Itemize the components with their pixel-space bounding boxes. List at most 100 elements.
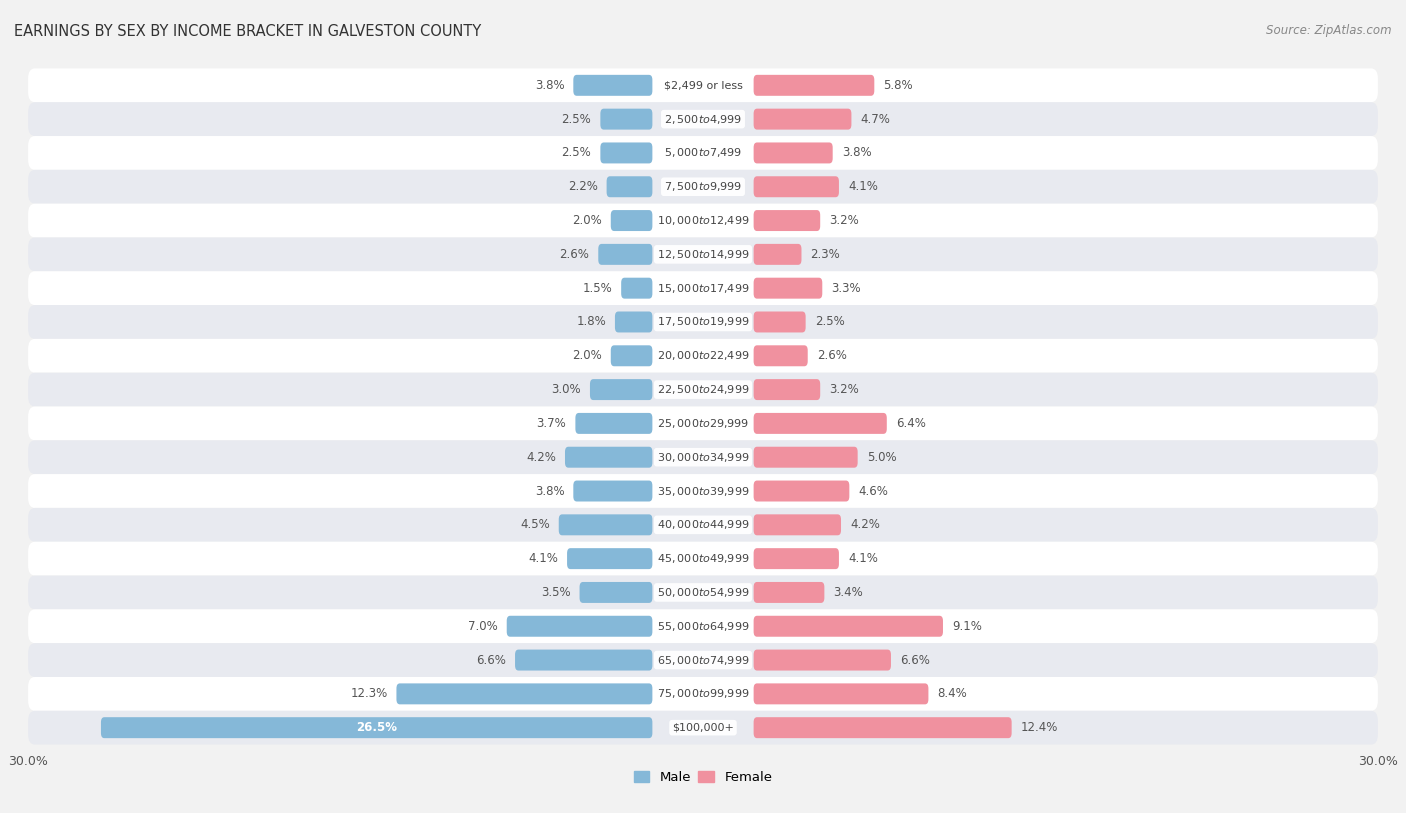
FancyBboxPatch shape: [754, 75, 875, 96]
FancyBboxPatch shape: [28, 576, 1378, 610]
Legend: Male, Female: Male, Female: [628, 766, 778, 789]
Text: $15,000 to $17,499: $15,000 to $17,499: [657, 281, 749, 294]
FancyBboxPatch shape: [28, 203, 1378, 237]
Text: $40,000 to $44,999: $40,000 to $44,999: [657, 519, 749, 532]
FancyBboxPatch shape: [28, 541, 1378, 576]
FancyBboxPatch shape: [754, 480, 849, 502]
Text: 2.5%: 2.5%: [561, 146, 592, 159]
Text: 2.0%: 2.0%: [572, 350, 602, 363]
Text: $100,000+: $100,000+: [672, 723, 734, 733]
Text: 2.6%: 2.6%: [560, 248, 589, 261]
FancyBboxPatch shape: [28, 237, 1378, 272]
FancyBboxPatch shape: [28, 136, 1378, 170]
Text: 26.5%: 26.5%: [356, 721, 396, 734]
Text: 6.6%: 6.6%: [477, 654, 506, 667]
Text: 4.2%: 4.2%: [526, 450, 555, 463]
FancyBboxPatch shape: [101, 717, 652, 738]
Text: 4.5%: 4.5%: [520, 519, 550, 532]
FancyBboxPatch shape: [754, 717, 1012, 738]
FancyBboxPatch shape: [754, 684, 928, 704]
FancyBboxPatch shape: [565, 446, 652, 467]
Text: $22,500 to $24,999: $22,500 to $24,999: [657, 383, 749, 396]
FancyBboxPatch shape: [28, 441, 1378, 474]
Text: 2.3%: 2.3%: [810, 248, 841, 261]
FancyBboxPatch shape: [754, 615, 943, 637]
FancyBboxPatch shape: [28, 102, 1378, 136]
Text: $20,000 to $22,499: $20,000 to $22,499: [657, 350, 749, 363]
FancyBboxPatch shape: [754, 650, 891, 671]
FancyBboxPatch shape: [754, 582, 824, 603]
Text: 7.0%: 7.0%: [468, 620, 498, 633]
FancyBboxPatch shape: [396, 684, 652, 704]
Text: $30,000 to $34,999: $30,000 to $34,999: [657, 450, 749, 463]
FancyBboxPatch shape: [28, 643, 1378, 677]
Text: 2.5%: 2.5%: [561, 113, 592, 126]
Text: 9.1%: 9.1%: [952, 620, 981, 633]
Text: 12.3%: 12.3%: [350, 687, 388, 700]
FancyBboxPatch shape: [28, 474, 1378, 508]
FancyBboxPatch shape: [754, 244, 801, 265]
FancyBboxPatch shape: [754, 176, 839, 198]
Text: 8.4%: 8.4%: [938, 687, 967, 700]
FancyBboxPatch shape: [600, 142, 652, 163]
Text: 3.7%: 3.7%: [537, 417, 567, 430]
FancyBboxPatch shape: [754, 346, 807, 367]
Text: $25,000 to $29,999: $25,000 to $29,999: [657, 417, 749, 430]
Text: 4.7%: 4.7%: [860, 113, 890, 126]
Text: 2.6%: 2.6%: [817, 350, 846, 363]
Text: 2.0%: 2.0%: [572, 214, 602, 227]
FancyBboxPatch shape: [28, 372, 1378, 406]
Text: $2,499 or less: $2,499 or less: [664, 80, 742, 90]
Text: 3.2%: 3.2%: [830, 214, 859, 227]
FancyBboxPatch shape: [754, 379, 820, 400]
FancyBboxPatch shape: [610, 346, 652, 367]
Text: Source: ZipAtlas.com: Source: ZipAtlas.com: [1267, 24, 1392, 37]
FancyBboxPatch shape: [515, 650, 652, 671]
FancyBboxPatch shape: [599, 244, 652, 265]
FancyBboxPatch shape: [28, 677, 1378, 711]
FancyBboxPatch shape: [28, 68, 1378, 102]
FancyBboxPatch shape: [754, 278, 823, 298]
Text: 3.3%: 3.3%: [831, 281, 860, 294]
Text: $45,000 to $49,999: $45,000 to $49,999: [657, 552, 749, 565]
FancyBboxPatch shape: [579, 582, 652, 603]
FancyBboxPatch shape: [28, 170, 1378, 203]
Text: 12.4%: 12.4%: [1021, 721, 1059, 734]
Text: $35,000 to $39,999: $35,000 to $39,999: [657, 485, 749, 498]
FancyBboxPatch shape: [600, 109, 652, 129]
Text: 5.8%: 5.8%: [883, 79, 912, 92]
FancyBboxPatch shape: [754, 446, 858, 467]
FancyBboxPatch shape: [621, 278, 652, 298]
Text: 3.0%: 3.0%: [551, 383, 581, 396]
FancyBboxPatch shape: [754, 548, 839, 569]
FancyBboxPatch shape: [506, 615, 652, 637]
FancyBboxPatch shape: [606, 176, 652, 198]
Text: 3.8%: 3.8%: [842, 146, 872, 159]
Text: 3.4%: 3.4%: [834, 586, 863, 599]
Text: $2,500 to $4,999: $2,500 to $4,999: [664, 113, 742, 126]
Text: $65,000 to $74,999: $65,000 to $74,999: [657, 654, 749, 667]
FancyBboxPatch shape: [575, 413, 652, 434]
FancyBboxPatch shape: [28, 305, 1378, 339]
FancyBboxPatch shape: [754, 311, 806, 333]
FancyBboxPatch shape: [28, 272, 1378, 305]
Text: $50,000 to $54,999: $50,000 to $54,999: [657, 586, 749, 599]
FancyBboxPatch shape: [610, 210, 652, 231]
Text: $5,000 to $7,499: $5,000 to $7,499: [664, 146, 742, 159]
FancyBboxPatch shape: [614, 311, 652, 333]
FancyBboxPatch shape: [754, 142, 832, 163]
FancyBboxPatch shape: [28, 406, 1378, 441]
FancyBboxPatch shape: [28, 610, 1378, 643]
Text: $12,500 to $14,999: $12,500 to $14,999: [657, 248, 749, 261]
FancyBboxPatch shape: [754, 413, 887, 434]
Text: 3.2%: 3.2%: [830, 383, 859, 396]
FancyBboxPatch shape: [567, 548, 652, 569]
Text: 4.1%: 4.1%: [848, 552, 877, 565]
Text: 4.1%: 4.1%: [529, 552, 558, 565]
FancyBboxPatch shape: [28, 339, 1378, 372]
Text: 3.5%: 3.5%: [541, 586, 571, 599]
Text: 3.8%: 3.8%: [534, 79, 564, 92]
Text: $7,500 to $9,999: $7,500 to $9,999: [664, 180, 742, 193]
Text: 1.8%: 1.8%: [576, 315, 606, 328]
Text: 5.0%: 5.0%: [866, 450, 896, 463]
